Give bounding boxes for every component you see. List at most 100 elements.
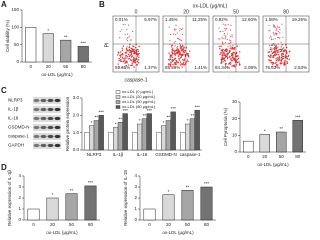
cell-dot xyxy=(231,36,233,38)
cell-dot xyxy=(275,45,277,47)
bar xyxy=(77,46,89,63)
cell-dot xyxy=(222,42,224,44)
cell-dot xyxy=(127,50,130,52)
cell-dot xyxy=(219,53,221,56)
cell-dot xyxy=(224,27,226,29)
flow-x-label: caspase-1 xyxy=(124,77,147,83)
cell-dot xyxy=(273,33,275,35)
cell-dot xyxy=(275,59,278,62)
flow-plot-label: 50 xyxy=(233,9,239,15)
cell-dot xyxy=(121,56,124,59)
cell-dot xyxy=(126,46,128,48)
cell-dot xyxy=(124,62,126,65)
cell-dot xyxy=(169,57,171,59)
cell-dot xyxy=(183,64,186,66)
cell-dot xyxy=(222,61,224,63)
bar xyxy=(108,132,114,151)
cell-dot xyxy=(226,66,228,68)
cell-dot xyxy=(225,55,228,58)
cell-dot xyxy=(270,59,272,62)
y-tick-label: 100 xyxy=(11,25,19,30)
cell-dot xyxy=(229,49,231,52)
blot-band xyxy=(40,116,47,121)
cell-dot xyxy=(181,39,183,42)
cell-dot xyxy=(273,56,275,59)
blot-band xyxy=(33,125,40,130)
bar xyxy=(292,120,303,153)
cell-dot xyxy=(224,32,226,35)
blot-strip xyxy=(33,97,61,104)
cell-dot xyxy=(219,47,221,50)
cell-dot xyxy=(269,48,272,51)
blot-strip xyxy=(33,115,61,122)
cell-dot xyxy=(239,51,241,53)
cell-dot xyxy=(229,29,232,31)
cell-dot xyxy=(175,61,177,63)
cell-dot xyxy=(273,47,275,50)
significance: ** xyxy=(167,115,171,120)
significance: *** xyxy=(204,181,210,186)
blot-band xyxy=(40,98,47,103)
cell-dot xyxy=(171,49,173,51)
cell-dot xyxy=(171,59,173,61)
significance: *** xyxy=(195,104,201,109)
cell-dot xyxy=(173,28,175,30)
cell-dot xyxy=(133,57,135,59)
blot-strip xyxy=(33,142,61,149)
cell-dot xyxy=(226,58,229,60)
bar xyxy=(243,140,254,153)
cell-dot xyxy=(183,46,185,48)
cell-dot xyxy=(273,25,275,27)
cell-dot xyxy=(236,61,239,64)
y-tick-label: 0 xyxy=(134,217,137,222)
panel-label: B xyxy=(99,0,105,9)
significance: * xyxy=(168,189,170,194)
cell-dot xyxy=(169,64,172,66)
cell-dot xyxy=(277,46,279,48)
cell-dot xyxy=(268,30,270,32)
cell-dot xyxy=(268,24,270,27)
bar xyxy=(122,113,128,151)
cell-dot xyxy=(221,54,224,57)
cell-dot xyxy=(179,61,182,63)
cell-dot xyxy=(122,45,125,47)
cell-dot xyxy=(218,27,220,29)
cell-dot xyxy=(232,47,234,50)
cell-dot xyxy=(278,49,280,51)
cell-dot xyxy=(182,44,184,47)
cell-dot xyxy=(169,55,172,58)
cell-dot xyxy=(220,62,222,64)
cell-dot xyxy=(276,32,278,34)
x-tick-label: 80 xyxy=(81,64,87,69)
cell-dot xyxy=(220,61,223,63)
bar xyxy=(181,190,194,221)
cell-dot xyxy=(218,38,220,40)
cell-dot xyxy=(118,66,121,68)
cell-dot xyxy=(117,52,120,54)
blot-label: NLRP3 xyxy=(8,98,23,103)
cell-dot xyxy=(231,47,233,50)
cell-dot xyxy=(274,26,276,28)
cell-dot xyxy=(221,57,223,60)
bar xyxy=(200,186,213,221)
cell-dot xyxy=(180,44,182,46)
cell-dot xyxy=(224,62,227,65)
flow-y-label: PI xyxy=(104,43,110,48)
cell-dot xyxy=(122,24,124,26)
cell-dot xyxy=(228,39,231,41)
cell-dot xyxy=(176,52,179,54)
x-tick-label: 80 xyxy=(295,154,301,159)
cell-dot xyxy=(183,59,186,62)
cell-dot xyxy=(233,52,235,54)
cell-dot xyxy=(186,59,189,61)
blot-band xyxy=(54,116,61,121)
x-tick-label: 20 xyxy=(46,64,52,69)
blot-strip xyxy=(33,124,61,131)
cell-dot xyxy=(274,46,276,48)
bar xyxy=(88,125,95,151)
cell-dot xyxy=(181,45,183,48)
cell-dot xyxy=(174,45,176,47)
cell-dot xyxy=(120,56,122,58)
cell-dot xyxy=(225,56,227,59)
cell-dot xyxy=(234,57,236,60)
